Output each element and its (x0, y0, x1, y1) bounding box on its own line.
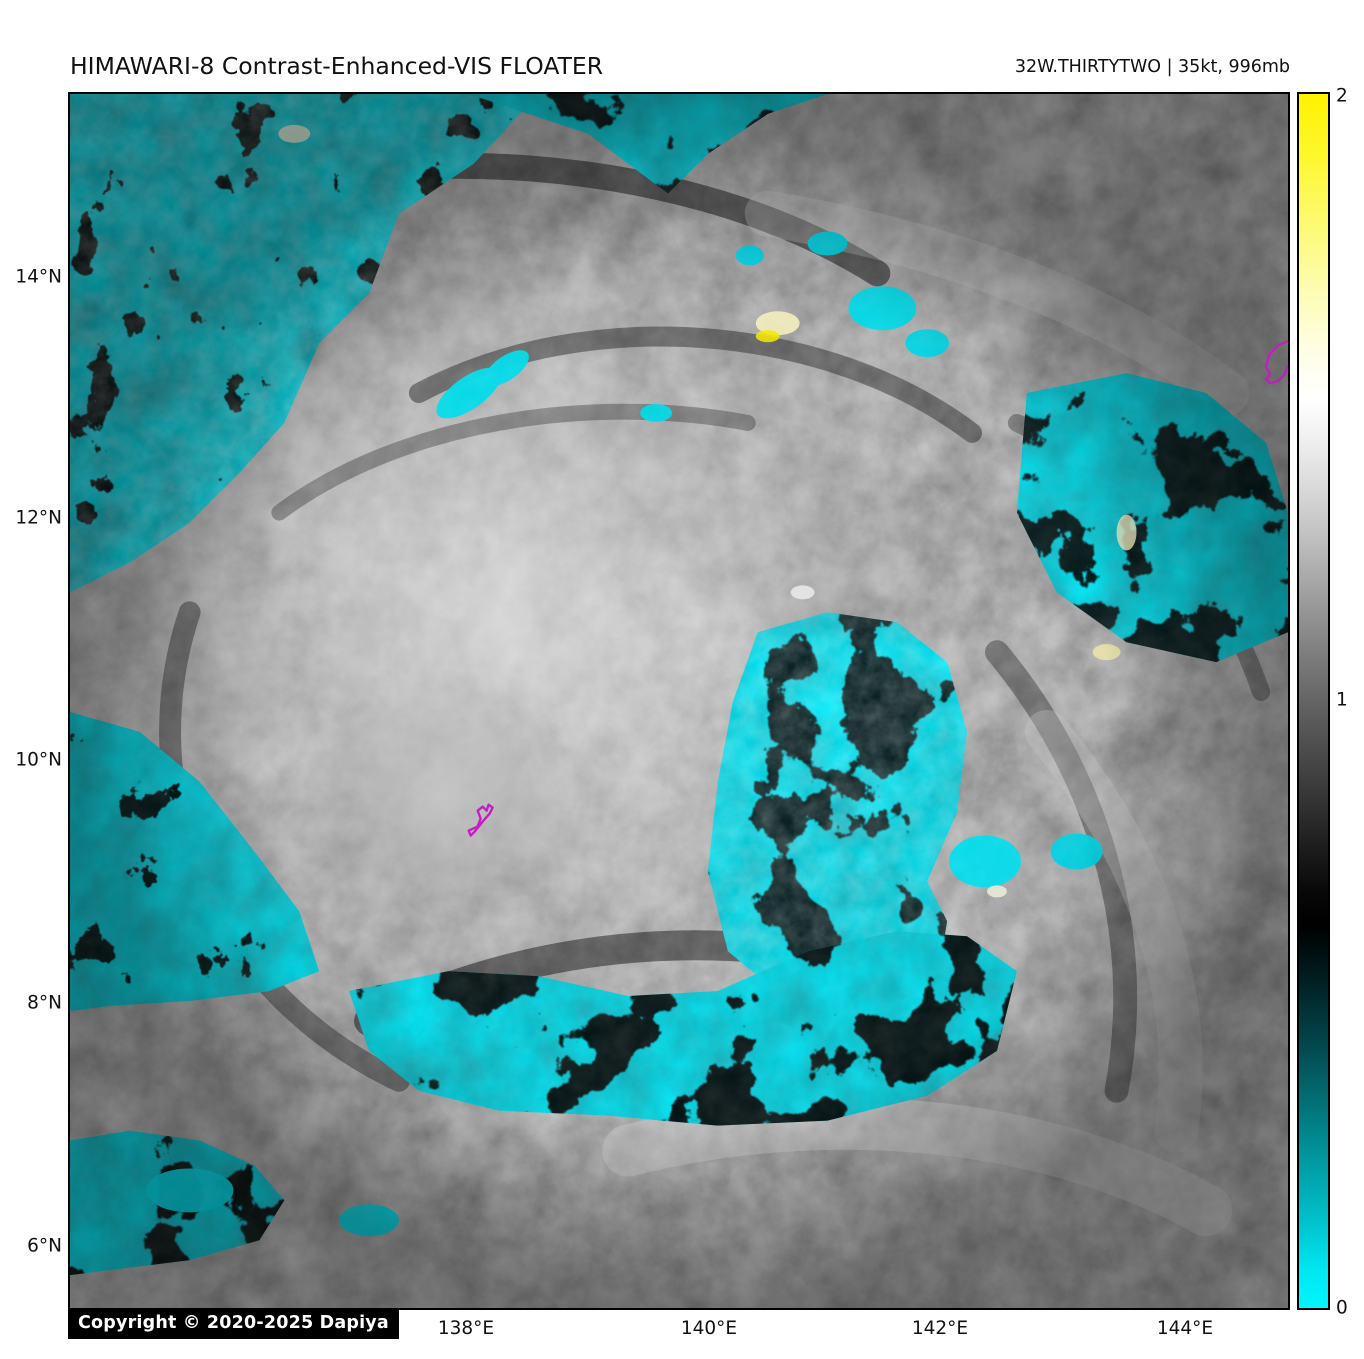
y-tick-label-12n: 12°N (15, 507, 62, 529)
island-coastline-center (467, 803, 494, 837)
colorbar-tick-2: 2 (1336, 85, 1348, 107)
colorbar (1297, 92, 1330, 1310)
satellite-imagery (70, 94, 1288, 1308)
storm-info-label: 32W.THIRTYTWO | 35kt, 996mb (1014, 57, 1290, 77)
imagery-vignette (70, 94, 1288, 1308)
y-tick-label-8n: 8°N (27, 992, 62, 1014)
satellite-image-panel (68, 92, 1290, 1310)
x-tick-label-138e: 138°E (437, 1318, 495, 1339)
x-tick-label-144e: 144°E (1156, 1318, 1214, 1339)
island-coastline-east-edge (1264, 340, 1288, 385)
x-tick-label-142e: 142°E (911, 1318, 969, 1339)
y-tick-label-6n: 6°N (27, 1235, 62, 1257)
y-tick-label-14n: 14°N (15, 266, 62, 288)
title-line: HIMAWARI-8 Contrast-Enhanced-VIS FLOATER (70, 52, 604, 80)
coastline-overlay (467, 340, 1288, 837)
copyright-watermark: Copyright © 2020-2025 Dapiya (68, 1308, 399, 1339)
colorbar-tick-0: 0 (1336, 1297, 1348, 1319)
x-tick-label-140e: 140°E (680, 1318, 738, 1339)
colorbar-tick-1: 1 (1336, 689, 1348, 711)
y-tick-label-10n: 10°N (15, 749, 62, 771)
